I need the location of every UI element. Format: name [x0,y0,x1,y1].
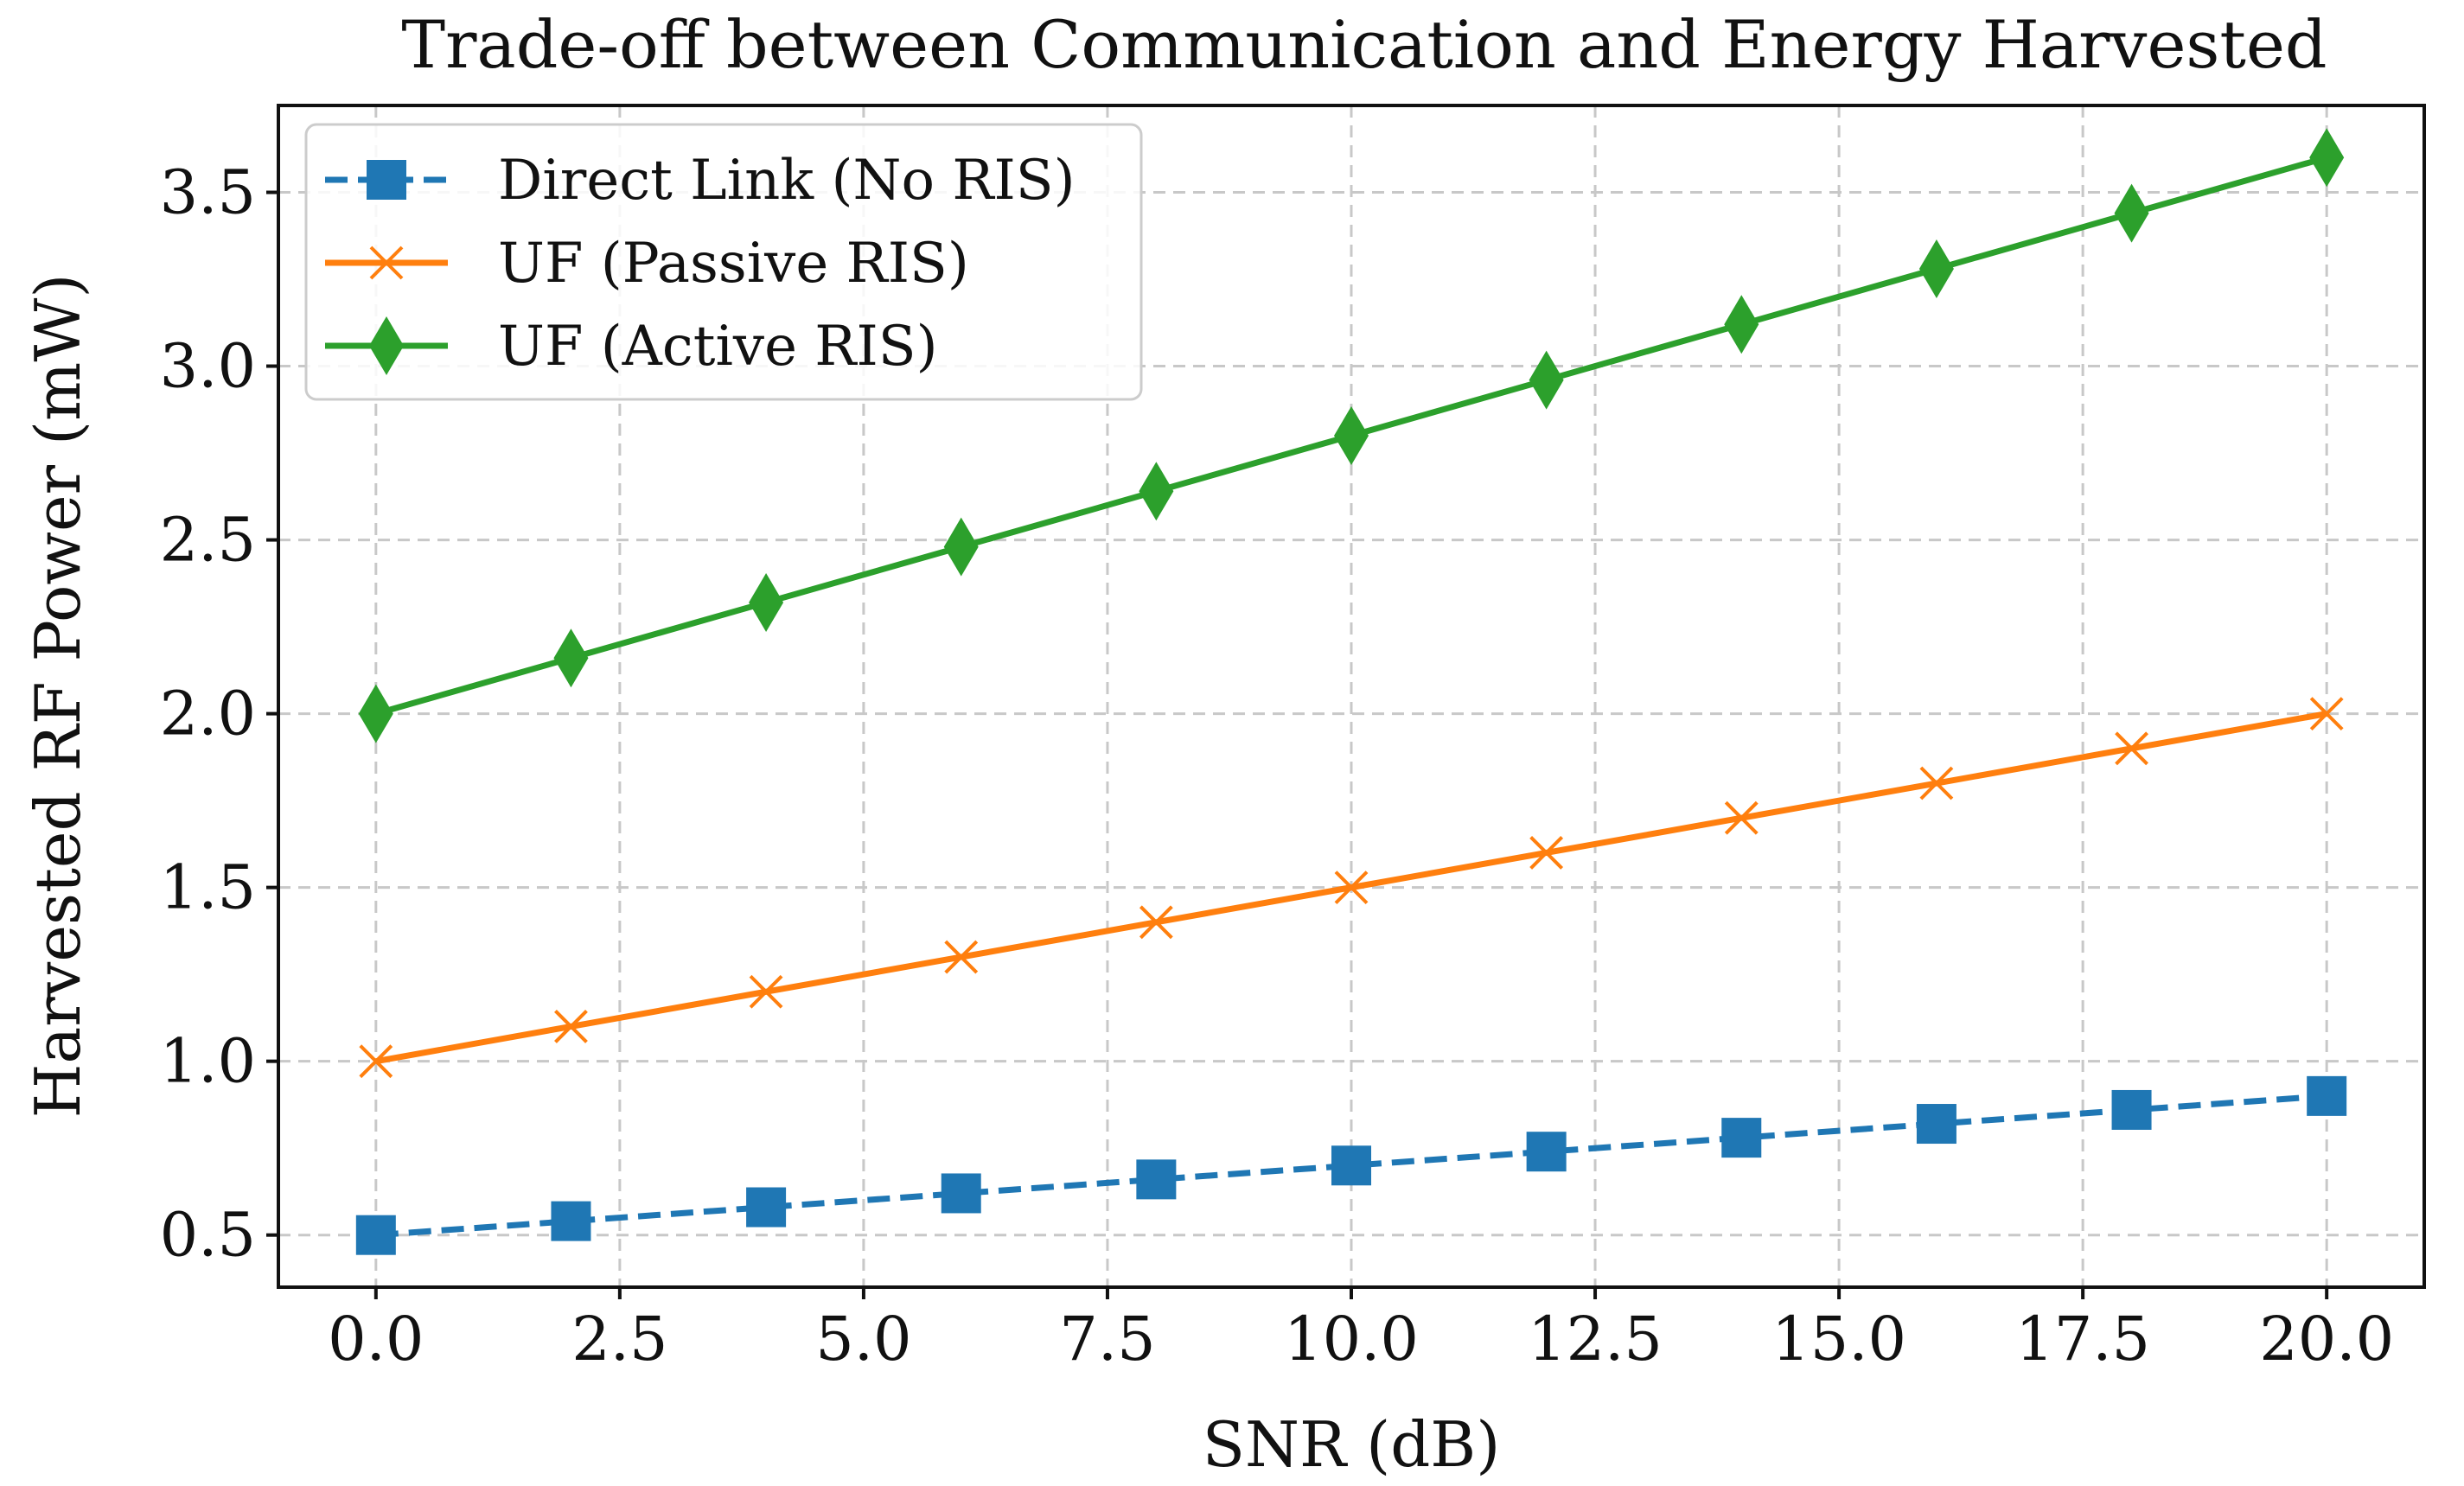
series-layer [355,128,2347,1255]
square-marker [2307,1075,2347,1116]
legend-square-marker [367,160,406,200]
x-marker-stroke [1139,905,1173,940]
x-tick-label: 7.5 [1059,1304,1155,1374]
legend-x-marker-stroke [369,246,404,280]
square-marker [746,1187,787,1228]
x-tick-label: 0.0 [328,1304,424,1374]
diamond-marker [358,684,393,743]
x-tick-label: 20.0 [2259,1304,2394,1374]
x-marker-stroke [1529,836,1564,870]
x-marker-stroke [2309,697,2344,731]
x-marker [1334,871,1369,905]
x-marker [1529,836,1564,870]
square-marker [1526,1132,1567,1172]
series-2 [359,697,2344,1079]
x-marker-stroke [1334,871,1369,905]
legend-entry: UF (Active RIS) [325,315,938,379]
series-1 [355,1075,2347,1255]
x-marker [2309,697,2344,731]
x-marker [944,940,979,974]
legend-label: UF (Passive RIS) [498,232,969,296]
series-3 [358,128,2345,743]
y-tick-label: 1.5 [160,852,256,923]
square-marker [1136,1159,1177,1200]
x-tick-label: 17.5 [2015,1304,2150,1374]
x-marker [554,1010,588,1043]
square-marker [1331,1145,1371,1186]
x-marker-stroke [359,1044,393,1079]
legend-label: Direct Link (No RIS) [498,149,1076,213]
diamond-marker [943,517,979,577]
legend-x-marker [369,246,404,280]
x-marker [1724,800,1759,835]
legend-diamond-marker [369,316,404,375]
legend-label: UF (Active RIS) [498,315,938,379]
legend-entries: Direct Link (No RIS) UF (Passive RIS) UF (… [325,149,1076,379]
x-marker-stroke [1919,766,1954,800]
x-tick-label: 15.0 [1771,1304,1906,1374]
x-tick-label: 12.5 [1528,1304,1663,1374]
diamond-marker [2114,183,2149,243]
y-tick-label: 1.0 [160,1026,256,1097]
square-marker [1916,1104,1957,1145]
x-axis-label: SNR (dB) [1203,1408,1501,1481]
x-tick-label: 10.0 [1284,1304,1419,1374]
legend-box [304,123,1143,401]
y-axis-label: Harvested RF Power (mW) [22,274,94,1119]
square-marker [551,1201,591,1241]
square-marker [1721,1118,1762,1158]
diamond-marker [1918,239,1954,298]
x-marker-stroke [944,940,979,974]
diamond-marker [749,572,784,632]
square-marker [2111,1089,2152,1130]
legend-entry: Direct Link (No RIS) [325,149,1076,213]
legend-entry: UF (Passive RIS) [325,232,969,296]
tick-layer: 0.0 2.5 5.0 7.5 10.0 12.5 15.0 17.5 20.0 0.5 1.0 1.… [160,157,2394,1374]
series-line [375,1093,2327,1239]
x-marker [749,974,783,1009]
x-marker [359,1044,393,1079]
x-marker-stroke [554,1010,588,1043]
y-tick-label: 3.5 [160,157,256,228]
diamond-marker [2309,128,2345,188]
x-marker-stroke [749,974,783,1009]
diamond-marker [553,628,589,688]
diamond-marker [1529,350,1564,410]
y-tick-label: 2.0 [160,679,256,749]
square-marker [355,1215,396,1255]
diamond-marker [1724,295,1759,354]
x-tick-label: 5.0 [815,1304,911,1374]
y-tick-label: 2.5 [160,505,256,576]
x-marker-stroke [1724,800,1759,835]
x-marker [1139,905,1173,940]
x-marker-stroke [2115,731,2148,766]
y-tick-label: 0.5 [160,1200,256,1271]
legend: Direct Link (No RIS) UF (Passive RIS) UF (… [304,123,1143,401]
x-marker [2115,731,2148,766]
x-tick-label: 2.5 [571,1304,667,1374]
square-marker [941,1173,981,1214]
chart-title: Trade-off between Communication and Ener… [401,6,2327,83]
diamond-marker [1139,462,1174,521]
x-marker [1919,766,1954,800]
y-tick-label: 3.0 [160,331,256,402]
diamond-marker [1334,405,1369,465]
